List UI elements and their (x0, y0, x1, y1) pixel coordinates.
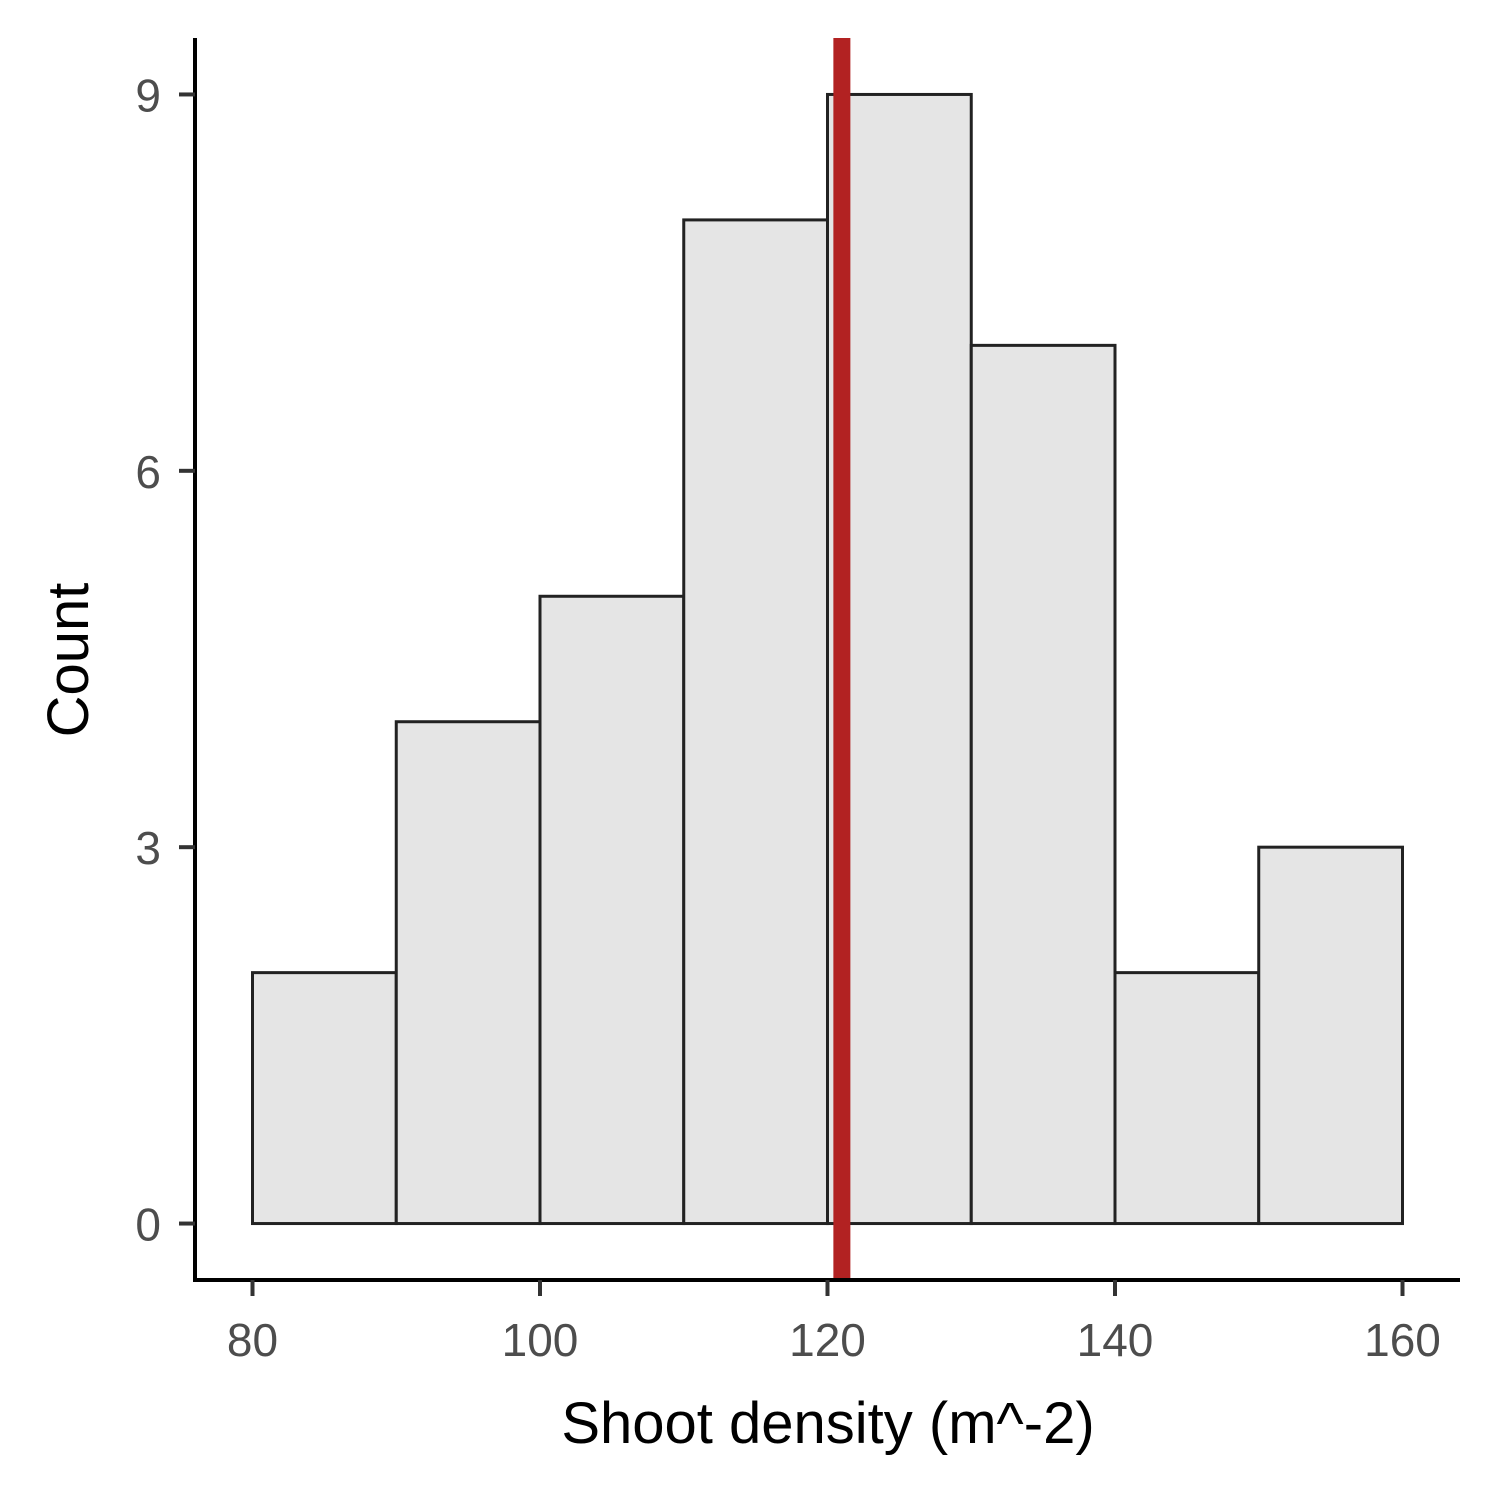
histogram-bar-6 (1113, 971, 1261, 1226)
histogram-bar-0 (251, 971, 398, 1226)
x-tick-label-2: 120 (789, 1314, 866, 1366)
y-tick-label-3: 9 (135, 69, 161, 121)
histogram-bars (251, 92, 1404, 1226)
histogram-bar-2 (538, 594, 686, 1226)
histogram-bar-4 (826, 92, 973, 1226)
x-tick-label-4: 160 (1364, 1314, 1441, 1366)
ticks: 80 100 120 140 160 0 3 6 9 (135, 69, 1440, 1366)
x-tick-label-0: 80 (227, 1314, 278, 1366)
histogram-bar-3 (682, 218, 829, 1226)
x-axis-title: Shoot density (m^-2) (561, 1391, 1094, 1456)
histogram-bar-5 (969, 343, 1117, 1226)
y-tick-label-1: 3 (135, 822, 161, 874)
x-tick-label-3: 140 (1077, 1314, 1154, 1366)
histogram-bar-1 (394, 720, 542, 1226)
x-tick-label-1: 100 (502, 1314, 579, 1366)
y-axis-title: Count (36, 583, 101, 738)
histogram-bar-7 (1257, 845, 1404, 1226)
y-tick-label-2: 6 (135, 446, 161, 498)
y-tick-label-0: 0 (135, 1199, 161, 1251)
